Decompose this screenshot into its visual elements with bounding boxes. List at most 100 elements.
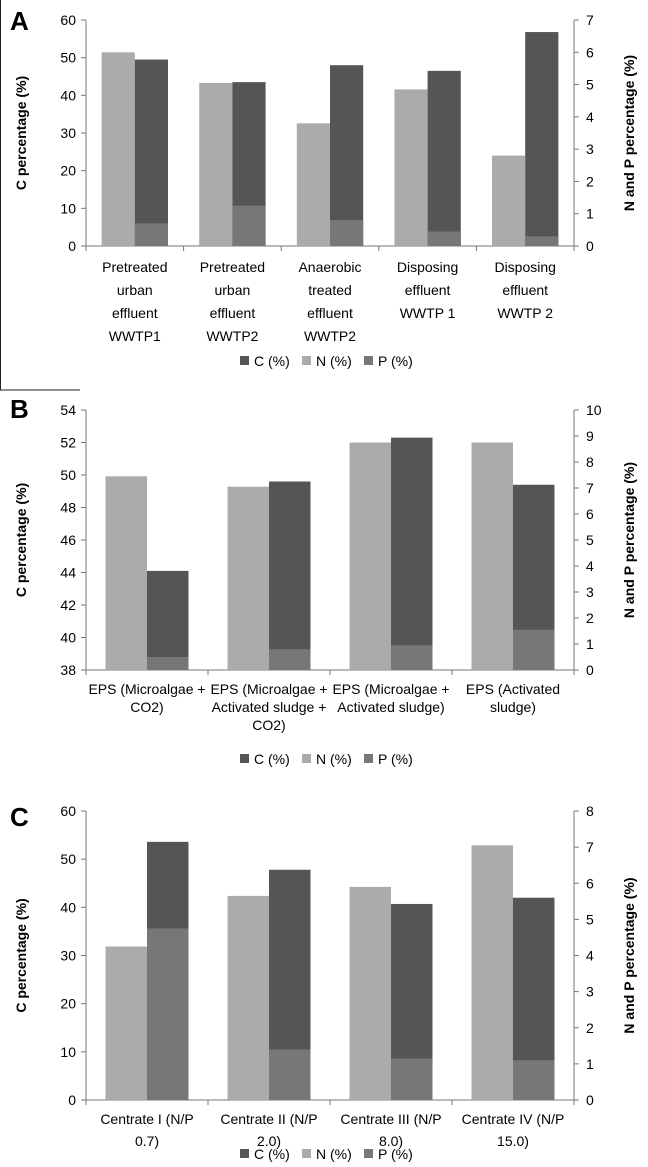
- bar-N: [105, 476, 147, 670]
- category-label: urban: [214, 282, 250, 298]
- category-label: WWTP1: [109, 328, 161, 344]
- category-label: Centrate IV (N/P: [462, 1111, 565, 1127]
- bar-N: [227, 895, 269, 1100]
- legend-label: P (%): [378, 1146, 413, 1162]
- panel-label: B: [10, 394, 29, 424]
- bar-C: [525, 32, 559, 247]
- y-tick-label-left: 50: [60, 50, 76, 66]
- bar-N: [227, 486, 269, 670]
- bar-N: [471, 442, 513, 670]
- y-tick-label-left: 10: [60, 200, 76, 216]
- y-tick-label-left: 44: [60, 565, 76, 581]
- bar-P: [513, 629, 555, 670]
- bar-P: [147, 928, 189, 1100]
- y-tick-label-right: 2: [586, 173, 594, 189]
- legend-label: C (%): [254, 1146, 290, 1162]
- category-label: WWTP2: [206, 328, 258, 344]
- y-tick-label-left: 0: [68, 238, 76, 254]
- y-tick-label-right: 4: [586, 948, 594, 964]
- y-tick-label-left: 40: [60, 87, 76, 103]
- bar-N: [349, 442, 391, 670]
- bar-N: [471, 845, 513, 1100]
- bar-P: [391, 1058, 433, 1100]
- category-label: Pretreated: [200, 259, 265, 275]
- bar-N: [349, 886, 391, 1100]
- bar-C: [391, 437, 433, 670]
- y-tick-label-left: 30: [60, 125, 76, 141]
- bar-C: [134, 59, 168, 246]
- bar-C: [147, 570, 189, 670]
- y-tick-label-right: 1: [586, 1056, 594, 1072]
- category-label: effluent: [307, 305, 353, 321]
- panel-label: C: [10, 802, 29, 832]
- bar-N: [492, 155, 526, 246]
- legend-label: C (%): [254, 353, 290, 369]
- y-tick-label-right: 6: [586, 506, 594, 522]
- y-axis-title-right: N and P percentage (%): [621, 55, 637, 211]
- legend: C (%) N (%) P (%): [240, 353, 413, 369]
- y-tick-label-right: 9: [586, 428, 594, 444]
- legend-swatch-P: [364, 1149, 373, 1158]
- y-tick-label-left: 42: [60, 597, 76, 613]
- y-tick-label-left: 60: [60, 803, 76, 819]
- category-label: EPS (Microalgae +: [88, 681, 205, 697]
- category-label: EPS (Microalgae +: [210, 681, 327, 697]
- category-label: Centrate II (N/P: [220, 1111, 317, 1127]
- bar-N: [394, 89, 428, 247]
- y-tick-label-right: 1: [586, 636, 594, 652]
- y-tick-label-right: 5: [586, 532, 594, 548]
- category-label: urban: [117, 282, 153, 298]
- y-tick-label-right: 7: [586, 12, 594, 28]
- y-tick-label-right: 3: [586, 141, 594, 157]
- y-tick-label-left: 40: [60, 899, 76, 915]
- y-tick-label-left: 20: [60, 996, 76, 1012]
- legend-swatch-N: [302, 356, 311, 365]
- bar-C: [427, 70, 461, 246]
- y-tick-label-right: 8: [586, 803, 594, 819]
- y-tick-label-right: 7: [586, 480, 594, 496]
- bar-P: [134, 223, 168, 246]
- legend-swatch-P: [364, 754, 373, 763]
- y-axis-title-left: C percentage (%): [13, 898, 29, 1012]
- chart-panel-B: B 38 40 42 44 46 48 50 52 54 0 1 2 3 4 5 6 7 8 9 10 EPS (Micr…: [10, 394, 637, 767]
- y-tick-label-left: 52: [60, 435, 76, 451]
- legend-swatch-N: [302, 1149, 311, 1158]
- y-tick-label-left: 30: [60, 948, 76, 964]
- y-tick-label-left: 54: [60, 402, 76, 418]
- legend-label: N (%): [316, 1146, 352, 1162]
- bar-P: [269, 1049, 311, 1100]
- chart-panel-A: A 0 10 20 30 40 50 60 0 1 2 3 4 5 6 7 Pretreated urban eff…: [10, 6, 637, 369]
- y-tick-label-left: 60: [60, 12, 76, 28]
- legend-swatch-N: [302, 754, 311, 763]
- y-tick-label-left: 40: [60, 630, 76, 646]
- category-label: Disposing: [397, 259, 458, 275]
- category-label: 2.0): [257, 1133, 281, 1149]
- y-axis-title-left: C percentage (%): [13, 76, 29, 190]
- y-tick-label-right: 7: [586, 839, 594, 855]
- y-tick-label-right: 0: [586, 1092, 594, 1108]
- bar-C: [330, 65, 364, 246]
- legend-swatch-C: [240, 356, 249, 365]
- y-tick-label-right: 4: [586, 558, 594, 574]
- y-tick-label-right: 0: [586, 662, 594, 678]
- category-label: Disposing: [494, 259, 555, 275]
- category-label: effluent: [112, 305, 158, 321]
- y-tick-label-right: 6: [586, 44, 594, 60]
- category-label: 8.0): [379, 1133, 403, 1149]
- y-tick-label-left: 48: [60, 500, 76, 516]
- legend-swatch-P: [364, 356, 373, 365]
- category-label: WWTP 2: [497, 305, 553, 321]
- bar-P: [427, 231, 461, 246]
- bar-P: [232, 205, 266, 246]
- legend: C (%) N (%) P (%): [240, 751, 413, 767]
- category-label: 0.7): [135, 1133, 159, 1149]
- y-axis-title-left: C percentage (%): [13, 483, 29, 597]
- category-label: treated: [308, 282, 352, 298]
- y-tick-label-left: 46: [60, 532, 76, 548]
- y-axis-title-right: N and P percentage (%): [621, 877, 637, 1033]
- category-label: Pretreated: [102, 259, 167, 275]
- category-label: Centrate I (N/P: [100, 1111, 193, 1127]
- y-tick-label-left: 0: [68, 1092, 76, 1108]
- category-label: Activated sludge +: [212, 699, 327, 715]
